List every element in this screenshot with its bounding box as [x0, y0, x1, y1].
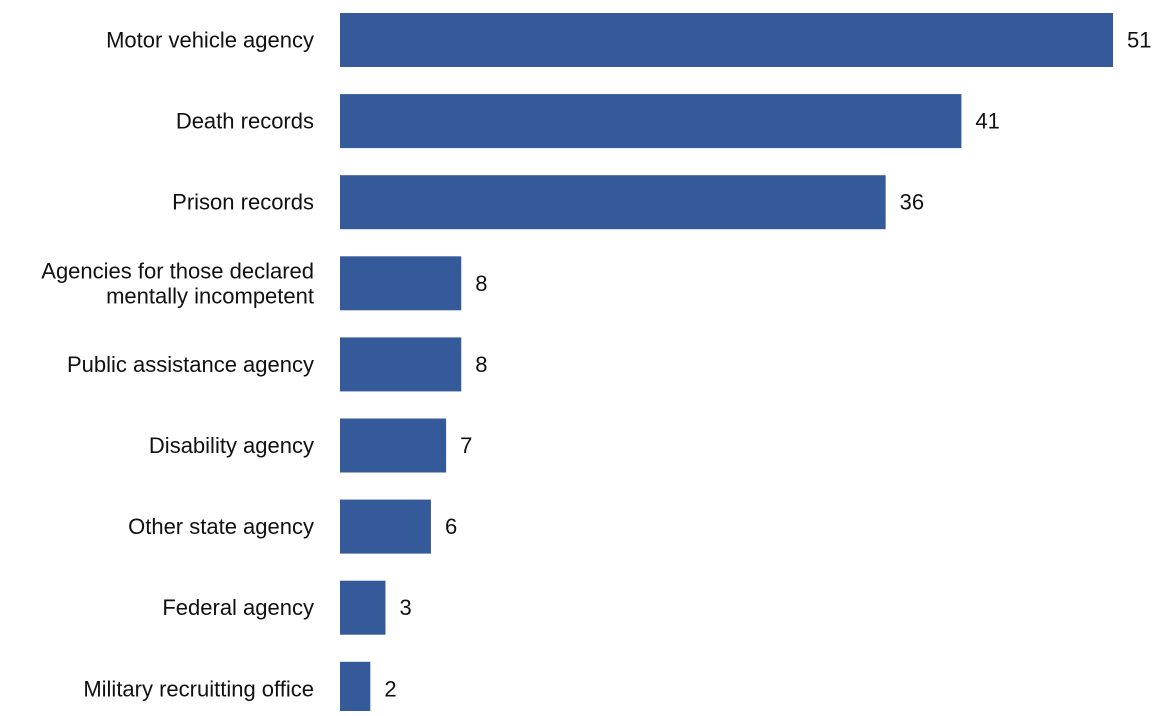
category-label-line: Disability agency [149, 433, 314, 458]
category-label-line: Agencies for those declared [41, 258, 314, 283]
category-label-line: Death records [176, 109, 314, 134]
category-label-line: Federal agency [162, 595, 314, 620]
category-label-line: mentally incompetent [106, 283, 314, 308]
bar [340, 94, 962, 149]
bar [340, 13, 1113, 67]
bar [340, 337, 462, 392]
category-label: Public assistance agency [67, 352, 314, 377]
category-label-line: Motor vehicle agency [106, 28, 314, 53]
category-label: Motor vehicle agency [106, 28, 314, 53]
bar-value-label: 8 [475, 271, 487, 296]
bar [340, 580, 386, 635]
category-label: Prison records [172, 190, 314, 215]
bar [340, 661, 371, 716]
bar-value-label: 2 [384, 676, 396, 701]
bar [340, 499, 431, 554]
bar-value-label: 8 [475, 352, 487, 377]
bar-value-label: 41 [975, 109, 999, 134]
bar-value-label: 3 [399, 595, 411, 620]
category-label: Other state agency [128, 514, 314, 539]
category-label: Agencies for those declared mentally inco… [41, 258, 314, 308]
bar-value-label: 51 [1127, 28, 1151, 53]
category-label-line: Public assistance agency [67, 352, 314, 377]
bar [340, 256, 462, 311]
bars-layer [340, 13, 1113, 716]
category-label: Federal agency [162, 595, 314, 620]
bar [340, 418, 447, 473]
category-label-line: Other state agency [128, 514, 314, 539]
bar [340, 175, 886, 230]
category-label-line: Prison records [172, 190, 314, 215]
category-label: Military recruitting office [83, 676, 314, 701]
category-label: Disability agency [149, 433, 314, 458]
category-label-line: Military recruitting office [83, 676, 314, 701]
category-label: Death records [176, 109, 314, 134]
bar-value-label: 7 [460, 433, 472, 458]
bar-value-label: 6 [445, 514, 457, 539]
bar-value-label: 36 [900, 190, 924, 215]
